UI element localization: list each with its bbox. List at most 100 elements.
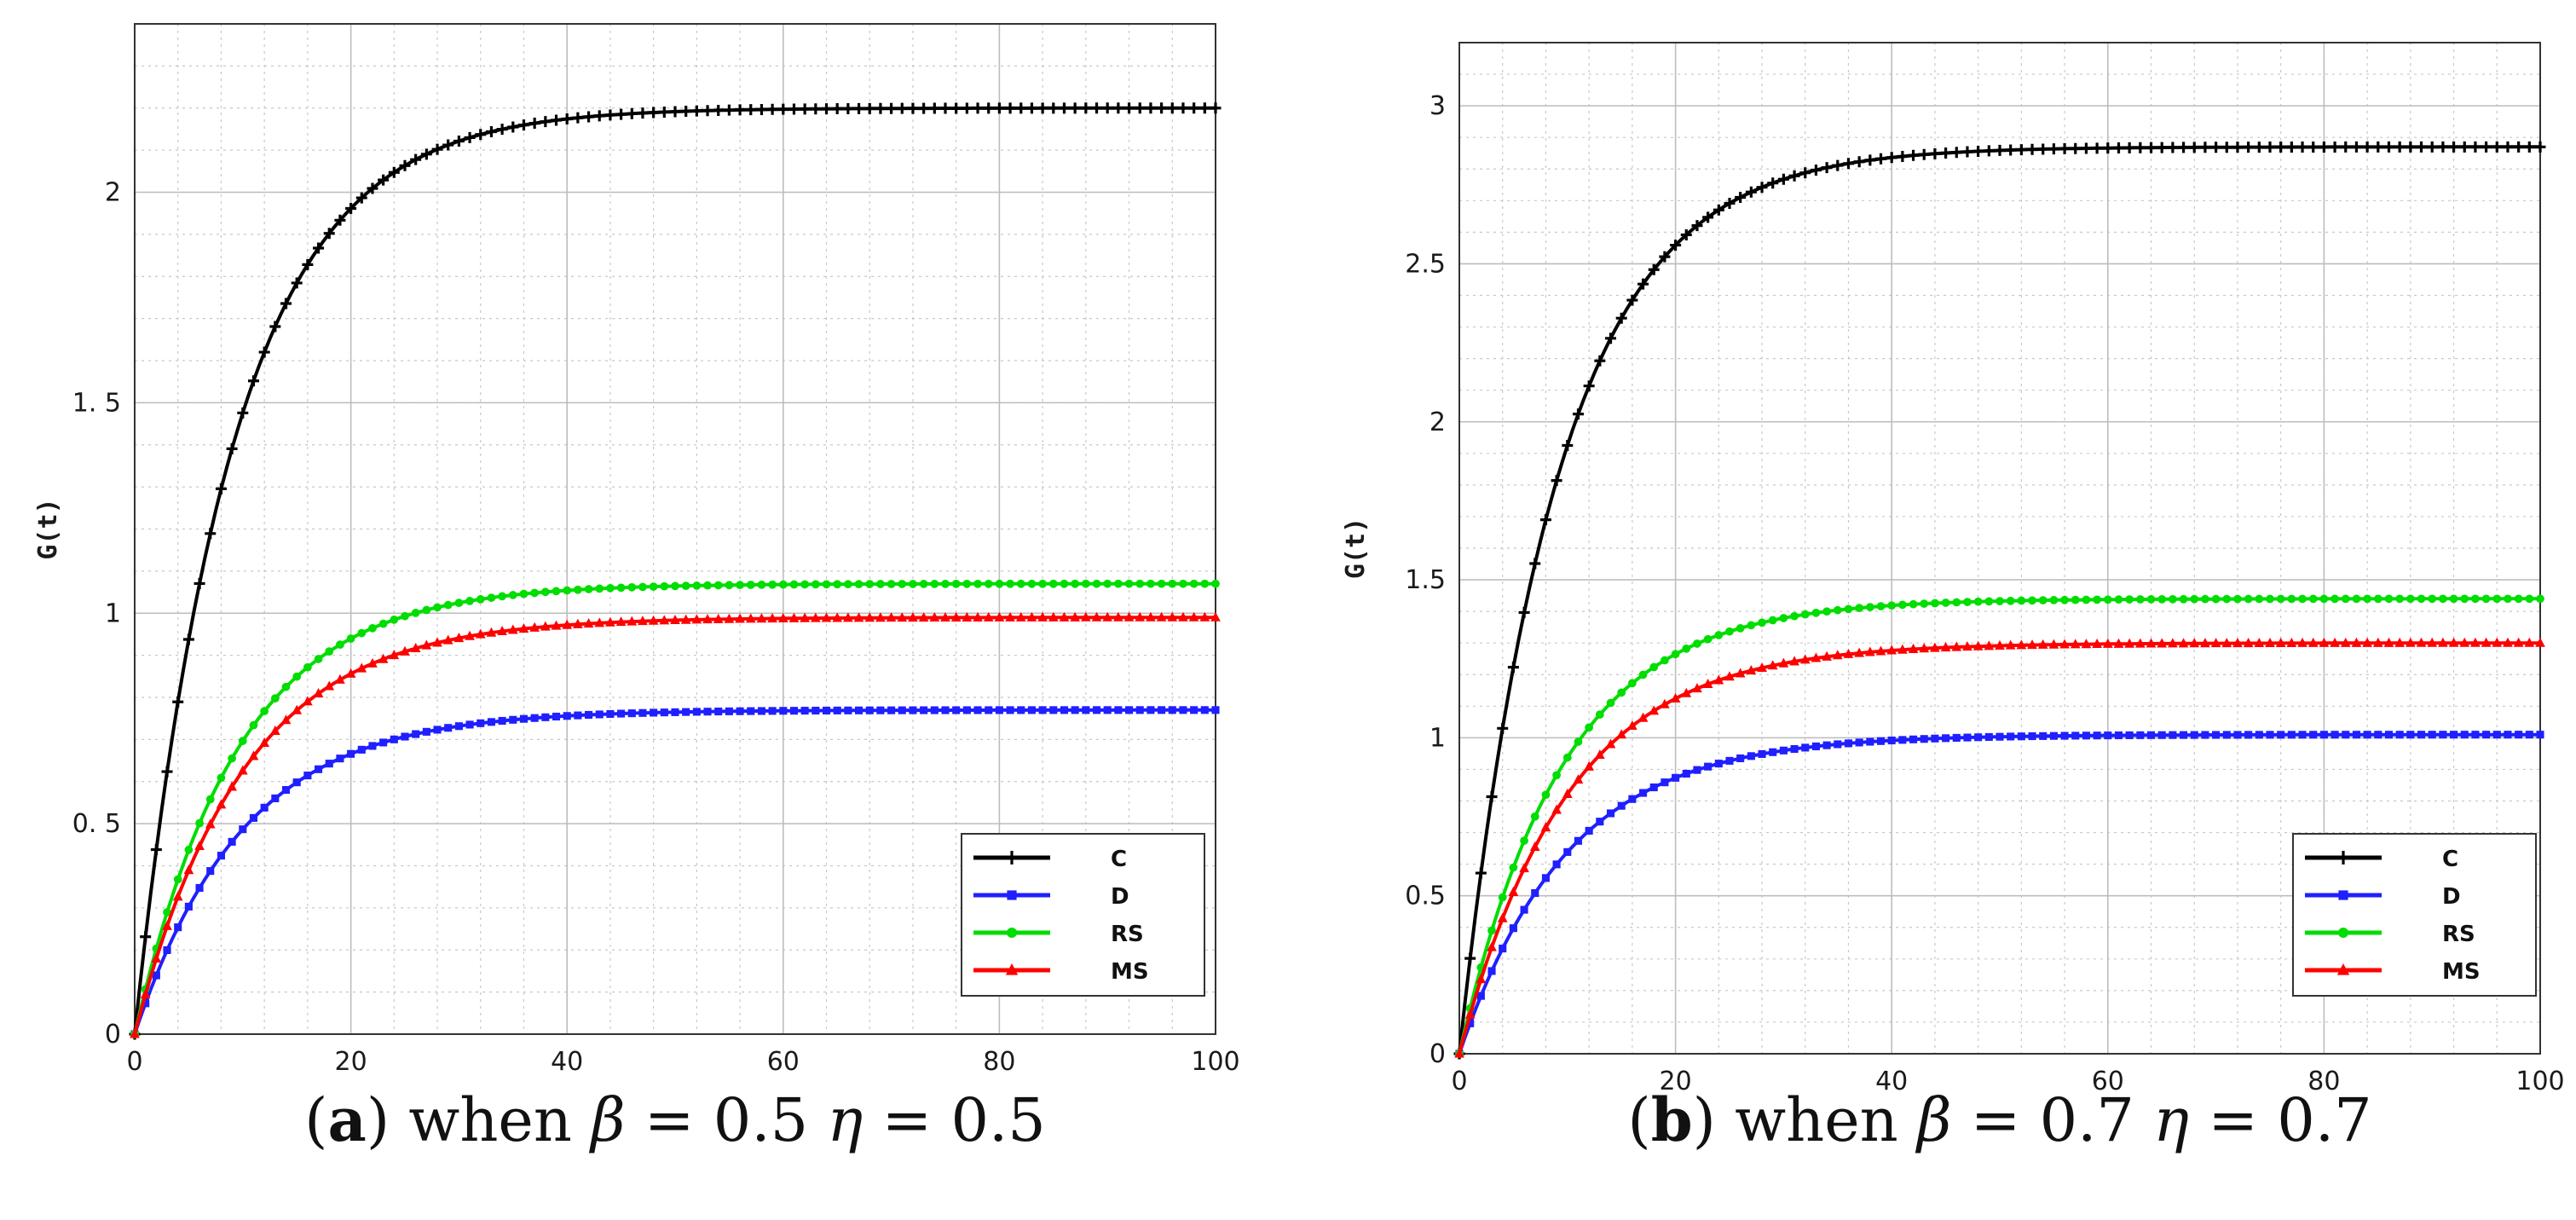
- data-point: [929, 611, 940, 622]
- data-point: [2372, 141, 2384, 153]
- data-point: [1125, 706, 1134, 714]
- data-point: [1060, 706, 1069, 714]
- data-point: [2448, 141, 2460, 153]
- data-point: [950, 102, 962, 114]
- data-point: [2264, 142, 2276, 153]
- y-tick-label: 2: [1430, 408, 1446, 437]
- data-point: [660, 708, 668, 717]
- data-point: [1886, 645, 1897, 655]
- data-point: [2460, 594, 2469, 604]
- data-point: [389, 650, 400, 660]
- data-point: [1026, 611, 1037, 622]
- data-point: [2448, 637, 2459, 647]
- data-point: [1103, 579, 1112, 588]
- data-point: [918, 612, 929, 622]
- data-point: [1661, 656, 1669, 665]
- data-point: [1551, 475, 1562, 487]
- data-point: [183, 864, 194, 875]
- data-point: [2070, 142, 2082, 154]
- data-point: [1071, 579, 1080, 588]
- data-point: [2037, 639, 2048, 649]
- data-point: [757, 580, 766, 589]
- data-point: [2006, 596, 2015, 605]
- data-point: [973, 579, 982, 588]
- data-point: [1038, 579, 1047, 588]
- data-point: [2481, 141, 2492, 153]
- data-point: [2285, 142, 2297, 153]
- data-point: [323, 228, 335, 240]
- data-point: [2373, 594, 2383, 604]
- data-point: [1124, 579, 1134, 588]
- data-point: [303, 662, 312, 672]
- data-point: [1843, 648, 1854, 658]
- data-point: [1996, 732, 2004, 741]
- data-point: [1898, 600, 1907, 610]
- data-point: [2383, 637, 2394, 647]
- data-point: [1487, 967, 1496, 975]
- data-point: [2331, 594, 2339, 604]
- data-point: [2082, 595, 2091, 604]
- data-point: [1919, 643, 1930, 653]
- data-point: [1855, 604, 1864, 613]
- data-point: [1649, 662, 1659, 672]
- axes-box: [134, 23, 1216, 1035]
- data-point: [1114, 706, 1123, 714]
- data-point: [401, 732, 409, 741]
- data-point: [1454, 1048, 1464, 1058]
- data-point: [1822, 607, 1831, 616]
- data-point: [810, 612, 821, 622]
- data-point: [2361, 141, 2373, 153]
- data-point: [833, 580, 842, 589]
- data-point: [2015, 144, 2027, 156]
- data-point: [1854, 647, 1865, 657]
- data-point: [2340, 141, 2352, 153]
- legend-label: C: [1111, 847, 1127, 872]
- series-rs: [130, 579, 1220, 1038]
- data-point: [713, 104, 725, 116]
- data-point: [162, 920, 172, 930]
- data-point: [1508, 886, 1519, 896]
- data-point: [2428, 594, 2437, 604]
- data-point: [540, 587, 550, 597]
- data-point: [1135, 579, 1145, 588]
- data-point: [1005, 611, 1015, 622]
- data-point: [1188, 611, 1199, 622]
- data-point: [2524, 637, 2535, 647]
- data-point: [1714, 631, 1724, 639]
- data-point: [1006, 706, 1014, 714]
- data-point: [941, 580, 950, 588]
- data-point: [1983, 145, 1995, 157]
- data-point: [528, 118, 540, 130]
- data-point: [1822, 741, 1831, 749]
- data-point: [855, 706, 863, 714]
- data-point: [2330, 637, 2340, 647]
- data-point: [2060, 595, 2069, 604]
- data-point: [336, 640, 344, 650]
- data-point: [1779, 746, 1788, 755]
- data-point: [475, 628, 486, 639]
- data-point: [2308, 594, 2318, 604]
- data-point: [378, 619, 388, 628]
- data-point: [280, 298, 292, 309]
- data-point: [1649, 705, 1660, 715]
- data-point: [1168, 706, 1176, 714]
- data-point: [1972, 640, 1984, 650]
- data-point: [875, 102, 887, 114]
- legend-marker: [2336, 851, 2350, 864]
- data-point: [477, 719, 485, 727]
- data-point: [1682, 644, 1691, 653]
- data-point: [1713, 204, 1724, 216]
- data-point: [1464, 952, 1476, 964]
- data-point: [2535, 637, 2545, 647]
- data-point: [2504, 594, 2512, 604]
- data-point: [2471, 594, 2480, 604]
- data-point: [2114, 595, 2123, 604]
- data-point: [2146, 731, 2156, 739]
- data-point: [551, 620, 562, 630]
- data-point: [2352, 731, 2360, 739]
- data-point: [2169, 594, 2177, 604]
- data-point: [1767, 177, 1779, 189]
- data-point: [1114, 579, 1123, 588]
- data-point: [2232, 142, 2244, 153]
- data-point: [2244, 594, 2253, 604]
